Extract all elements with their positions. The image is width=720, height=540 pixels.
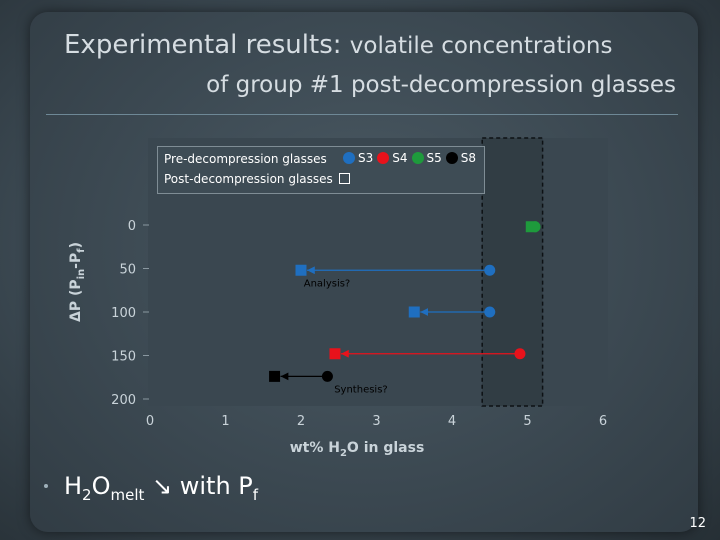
post-point-s8 (269, 370, 281, 382)
x-tick-label: 0 (146, 414, 154, 429)
legend-label-s4: S4 (392, 151, 408, 165)
x-tick-label: 6 (599, 414, 607, 429)
bullet-sub-2: 2 (82, 485, 92, 504)
annotation-label: Analysis? (304, 279, 351, 290)
title-rest: volatile concentrations (349, 33, 613, 59)
legend-pre-label: Pre-decompression glasses (164, 152, 327, 166)
x-tick-label: 4 (448, 414, 456, 429)
legend-post-label: Post-decompression glasses (164, 172, 333, 186)
title-main: Experimental results: (64, 30, 350, 60)
page-number: 12 (689, 516, 706, 531)
slide-title-line-2: of group #1 post-decompression glasses (206, 72, 676, 98)
legend-dot-s8-icon (445, 152, 458, 164)
post-point-s4 (329, 348, 341, 360)
legend-dot-s4-icon (377, 152, 390, 164)
bullet-dot-icon (44, 484, 48, 488)
annotation-layer: Analysis? Synthesis? (304, 279, 388, 396)
post-point-s3 (295, 264, 307, 276)
bullet-o: O (91, 472, 111, 500)
bullet-sub-f: f (252, 485, 259, 504)
pre-point-s3 (484, 264, 496, 276)
slide-title-line-1: Experimental results: volatile concentra… (40, 30, 676, 60)
legend-label-s8: S8 (460, 151, 477, 165)
bullet-h: H (64, 472, 83, 500)
x-axis-title: wt% H2O in glass (290, 440, 425, 459)
annotation-label: Synthesis? (334, 385, 388, 396)
y-tick-label: 200 (111, 393, 136, 408)
bullet-sub-melt: melt (110, 485, 145, 504)
x-tick-label: 5 (523, 414, 531, 429)
y-tick-label: 0 (128, 219, 136, 234)
axes-layer: 0 1 2 3 4 5 6 0 50 100 150 200 wt% H2O in glass ΔP (P… (68, 219, 607, 459)
post-point-s5 (525, 221, 537, 233)
legend-post-square-icon (338, 173, 350, 184)
legend: Pre-decompression glasses Post-decompres… (157, 146, 485, 194)
arrow-lines-layer (280, 222, 538, 381)
bullet-rest: ↘ with P (144, 472, 253, 500)
pre-point-s4 (514, 348, 526, 360)
x-tick-label: 3 (372, 414, 380, 429)
y-tick-label: 100 (111, 306, 136, 321)
y-axis-title: ΔP (Pin-Pf) (68, 242, 87, 322)
y-tick-label: 150 (111, 350, 136, 365)
x-tick-label: 2 (297, 414, 305, 429)
bullet-h2o-text: H2Omelt ↘ with Pf (64, 472, 258, 504)
data-marks-layer (269, 221, 541, 382)
legend-dot-s5-icon (411, 152, 424, 164)
y-tick-label: 50 (119, 263, 136, 278)
x-tick-label: 1 (221, 414, 229, 429)
legend-items: S3 S4 S5 S8 (343, 151, 476, 165)
pre-point-s8 (321, 370, 333, 382)
legend-label-s5: S5 (426, 151, 442, 165)
pre-point-s3 (484, 306, 496, 318)
title-divider (46, 114, 678, 115)
legend-label-s3: S3 (358, 151, 374, 165)
post-point-s3 (408, 306, 420, 318)
legend-dot-s3-icon (343, 152, 355, 164)
